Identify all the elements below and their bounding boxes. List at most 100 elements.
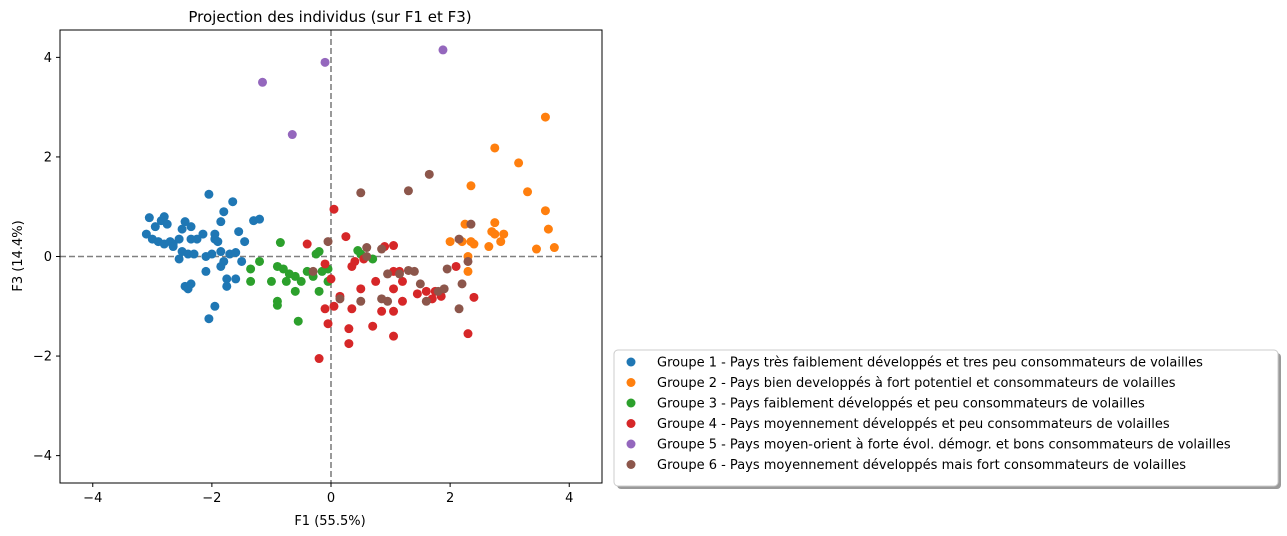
- data-point: [389, 284, 399, 294]
- x-axis-title: F1 (55.5%): [294, 514, 365, 529]
- data-point: [216, 217, 226, 227]
- data-point: [177, 224, 187, 234]
- legend-entry: Groupe 2 - Pays bien developpés à fort p…: [657, 376, 1176, 391]
- data-point: [168, 242, 178, 252]
- data-point: [219, 207, 229, 217]
- data-point: [347, 304, 357, 314]
- data-point: [320, 259, 330, 269]
- data-point: [296, 276, 306, 286]
- data-point: [237, 256, 247, 266]
- data-point: [377, 306, 387, 316]
- data-point: [469, 239, 479, 249]
- legend-entry: Groupe 3 - Pays faiblement développés et…: [657, 397, 1145, 412]
- legend-marker: [626, 439, 636, 449]
- data-point: [466, 181, 476, 191]
- legend-marker: [626, 419, 636, 428]
- reference-lines: [60, 30, 602, 483]
- data-point: [341, 232, 351, 242]
- data-point: [281, 276, 291, 286]
- data-point: [412, 289, 422, 299]
- data-point: [389, 331, 399, 341]
- data-point: [490, 143, 500, 153]
- data-point: [397, 276, 407, 286]
- data-point: [314, 286, 324, 296]
- legend-marker: [626, 378, 636, 387]
- legend-entry: Groupe 1 - Pays très faiblement développ…: [657, 356, 1203, 371]
- data-point: [442, 264, 452, 274]
- y-tick-label: −2: [33, 350, 52, 365]
- data-point: [496, 237, 506, 247]
- data-point: [234, 227, 244, 237]
- legend-entry: Groupe 4 - Pays moyennement développés e…: [657, 417, 1170, 432]
- data-point: [213, 237, 223, 247]
- data-point: [463, 266, 473, 276]
- data-point: [466, 219, 476, 229]
- data-point: [394, 269, 404, 279]
- data-point: [490, 229, 500, 239]
- data-point: [329, 204, 339, 214]
- data-point: [362, 252, 372, 261]
- data-point: [490, 218, 500, 228]
- data-point: [403, 186, 413, 196]
- data-point: [174, 234, 184, 244]
- data-point: [320, 304, 330, 314]
- data-point: [531, 244, 541, 254]
- data-point: [540, 112, 550, 122]
- data-point: [246, 276, 256, 286]
- data-point: [186, 279, 196, 289]
- data-point: [350, 256, 360, 266]
- data-point: [180, 217, 190, 227]
- y-axis-ticks: −4 −2 0 2 4: [33, 51, 60, 464]
- data-point: [290, 271, 300, 281]
- data-point: [356, 296, 366, 306]
- data-point: [383, 296, 393, 306]
- legend-entry: Groupe 6 - Pays moyennement développés m…: [657, 458, 1186, 473]
- data-point: [540, 206, 550, 216]
- x-tick-label: −4: [83, 491, 102, 506]
- data-point: [302, 239, 312, 249]
- data-point: [454, 234, 464, 244]
- data-point: [222, 281, 232, 291]
- data-point: [438, 45, 448, 55]
- series-group-2: [445, 112, 559, 276]
- data-point: [326, 274, 336, 284]
- data-point: [389, 306, 399, 316]
- data-point: [377, 244, 387, 254]
- series-group-6: [308, 169, 476, 314]
- data-point: [335, 294, 345, 304]
- series-group-3: [246, 238, 378, 326]
- legend: Groupe 1 - Pays très faiblement développ…: [613, 349, 1281, 489]
- data-point: [439, 284, 449, 294]
- data-point: [219, 256, 229, 266]
- y-tick-label: 0: [44, 250, 52, 265]
- x-tick-label: 2: [446, 491, 454, 506]
- data-point: [204, 314, 214, 324]
- data-point: [272, 300, 282, 310]
- data-point: [371, 276, 381, 286]
- data-point: [415, 279, 425, 289]
- data-point: [246, 264, 256, 274]
- legend-entry: Groupe 5 - Pays moyen-orient à forte évo…: [657, 438, 1231, 453]
- data-point: [144, 213, 154, 223]
- data-point: [424, 169, 434, 179]
- data-point: [323, 319, 333, 329]
- data-point: [141, 229, 151, 239]
- data-point: [162, 219, 172, 229]
- y-axis-title: F3 (14.4%): [11, 220, 26, 291]
- legend-box: [613, 349, 1279, 487]
- data-point: [293, 316, 303, 326]
- data-point: [514, 158, 524, 168]
- data-point: [255, 256, 265, 266]
- x-tick-label: 0: [327, 491, 335, 506]
- data-point: [287, 130, 297, 140]
- data-point: [189, 249, 199, 259]
- y-tick-label: −4: [33, 449, 52, 464]
- x-tick-label: 4: [565, 491, 573, 506]
- data-point: [311, 249, 321, 259]
- data-point: [409, 266, 419, 276]
- data-point: [240, 237, 250, 247]
- data-points: [141, 45, 559, 364]
- data-point: [523, 187, 533, 197]
- data-point: [192, 234, 202, 244]
